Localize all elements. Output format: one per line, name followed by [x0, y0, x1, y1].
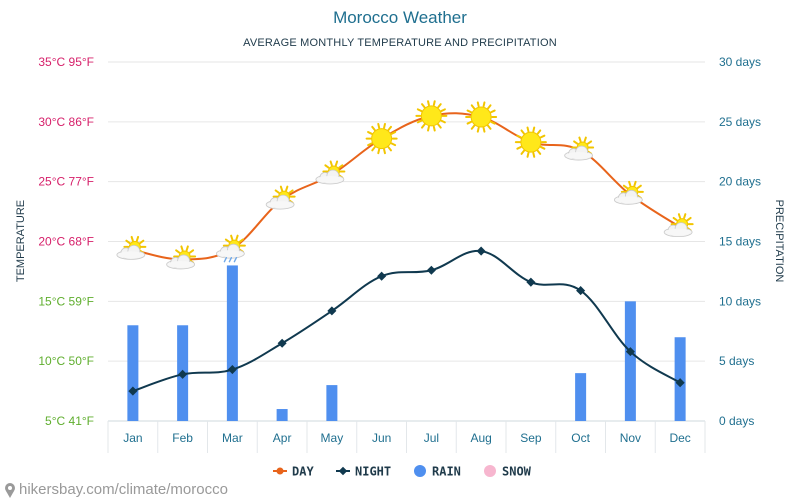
legend-label: RAIN	[432, 465, 461, 479]
x-axis-band	[107, 420, 706, 453]
legend-day-icon	[276, 467, 284, 475]
x-tick-apr: Apr	[273, 431, 292, 445]
night-point-aug	[476, 246, 486, 256]
y-right-axis-title: PRECIPITATION	[773, 200, 785, 283]
right-axis-ticks: 30 days 25 days 20 days 15 days 10 days 5 day…	[719, 55, 761, 428]
y-left-tick: 5°C 41°F	[45, 414, 94, 428]
sun-cloud-icon	[166, 245, 197, 270]
rain-bar-oct	[575, 373, 587, 421]
y-left-tick: 35°C 95°F	[38, 55, 94, 69]
footer[interactable]: hikersbay.com/climate/morocco	[5, 481, 228, 498]
x-tick-jan: Jan	[123, 431, 142, 445]
night-point-sep	[526, 277, 536, 287]
sun-cloud-icon	[663, 213, 694, 238]
y-right-tick: 15 days	[719, 235, 761, 249]
night-point-oct	[576, 286, 586, 296]
sun-cloud-rain-icon	[215, 234, 246, 263]
y-left-tick: 30°C 86°F	[38, 115, 94, 129]
x-tick-sep: Sep	[520, 431, 542, 445]
sun-icon	[514, 126, 547, 158]
legend-night: NIGHT	[336, 465, 391, 479]
legend-day: DAY	[273, 465, 314, 479]
sun-icon	[365, 122, 398, 155]
x-tick-oct: Oct	[571, 431, 590, 445]
sun-cloud-icon	[265, 185, 296, 210]
grid-lines	[108, 61, 705, 422]
x-tick-feb: Feb	[172, 431, 193, 445]
y-right-tick: 30 days	[719, 55, 761, 69]
legend: DAY NIGHT RAIN SNOW	[273, 465, 532, 479]
y-right-tick: 25 days	[719, 115, 761, 129]
legend-snow: SNOW	[484, 465, 532, 479]
sun-cloud-icon	[116, 235, 147, 260]
source-link[interactable]: hikersbay.com/climate/morocco	[19, 481, 228, 498]
night-point-feb	[178, 369, 188, 379]
temperature-lines	[128, 112, 685, 396]
y-left-tick: 10°C 50°F	[38, 354, 94, 368]
x-tick-may: May	[321, 431, 344, 445]
x-tick-dec: Dec	[669, 431, 690, 445]
y-right-tick: 10 days	[719, 294, 761, 308]
sun-icon	[465, 101, 498, 133]
legend-label: DAY	[292, 465, 314, 479]
legend-rain-icon	[414, 465, 426, 477]
y-right-tick: 5 days	[719, 354, 754, 368]
location-pin-icon	[5, 483, 15, 498]
legend-label: SNOW	[502, 465, 532, 479]
rain-bar-apr	[276, 409, 288, 421]
y-right-tick: 20 days	[719, 175, 761, 189]
legend-label: NIGHT	[355, 465, 391, 479]
weather-icons	[116, 100, 694, 270]
sun-cloud-icon	[315, 160, 346, 185]
rain-bar-nov	[624, 301, 636, 421]
sun-icon	[415, 100, 448, 132]
night-line	[132, 250, 681, 393]
sun-cloud-icon	[564, 136, 595, 161]
x-tick-jul: Jul	[424, 431, 439, 445]
x-tick-mar: Mar	[222, 431, 243, 445]
day-line	[132, 112, 681, 261]
x-tick-aug: Aug	[470, 431, 491, 445]
night-point-mar	[227, 365, 237, 375]
night-point-jan	[128, 386, 138, 396]
night-point-apr	[277, 338, 287, 348]
legend-rain: RAIN	[414, 465, 461, 479]
legend-snow-icon	[484, 465, 496, 477]
y-left-tick: 15°C 59°F	[38, 294, 94, 308]
left-axis-ticks: 35°C 95°F 30°C 86°F 25°C 77°F 20°C 68°F 15°C…	[38, 55, 94, 428]
x-tick-jun: Jun	[372, 431, 391, 445]
chart-subtitle: AVERAGE MONTHLY TEMPERATURE AND PRECIPIT…	[243, 37, 557, 49]
y-left-tick: 25°C 77°F	[38, 175, 94, 189]
night-point-jun	[377, 271, 387, 281]
sun-cloud-icon	[613, 180, 644, 205]
y-left-axis-title: TEMPERATURE	[15, 200, 27, 282]
y-right-tick: 0 days	[719, 414, 754, 428]
y-left-tick: 20°C 68°F	[38, 235, 94, 249]
night-point-nov	[625, 347, 635, 357]
rain-bar-jan	[127, 325, 139, 421]
legend-night-icon	[338, 466, 348, 476]
rain-bar-mar	[226, 265, 238, 421]
x-axis-ticks: Jan Feb Mar Apr May Jun Jul Aug Sep Oct Nov Dec	[123, 431, 691, 445]
night-point-jul	[426, 265, 436, 275]
rain-bar-may	[326, 385, 338, 421]
rain-bars	[127, 265, 686, 421]
chart-title: Morocco Weather	[333, 8, 467, 27]
x-tick-nov: Nov	[620, 431, 641, 445]
